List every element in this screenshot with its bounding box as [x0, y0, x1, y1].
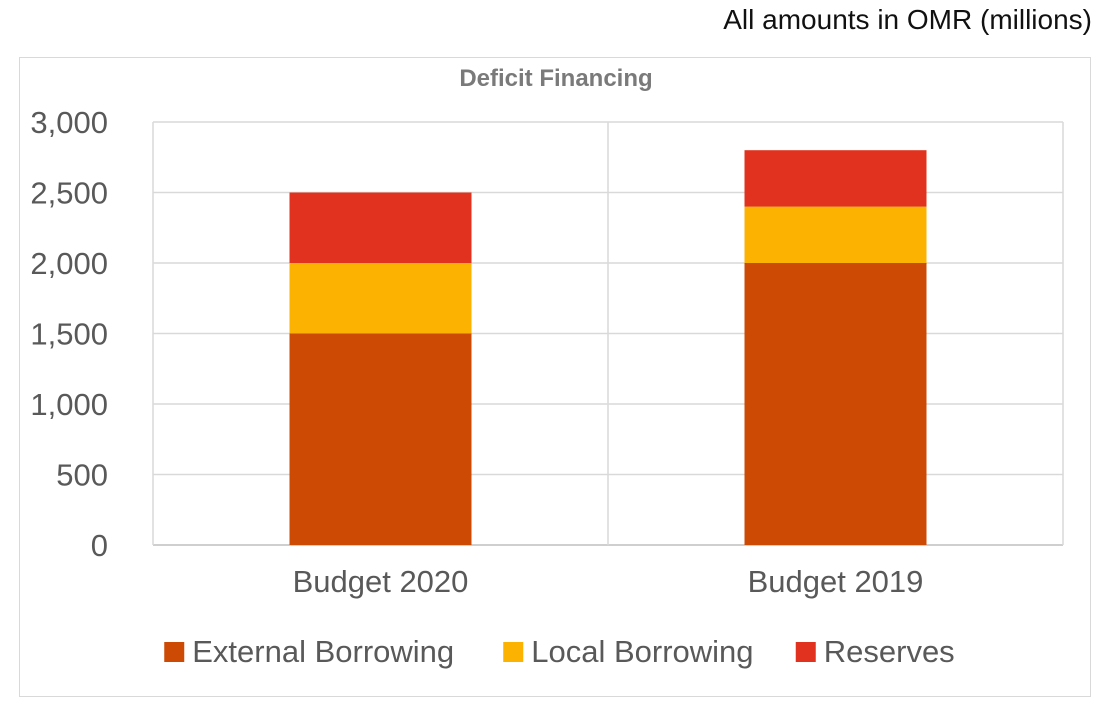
- bar-segment: [289, 192, 472, 263]
- bar-segment: [744, 150, 927, 207]
- legend: External Borrowing Local Borrowing Reserve…: [164, 634, 955, 669]
- x-tick-label: Budget 2019: [748, 564, 924, 599]
- y-tick-label: 2,000: [30, 246, 108, 281]
- y-tick-label: 0: [91, 528, 108, 563]
- bar-segment: [289, 263, 472, 334]
- y-tick-label: 1,000: [30, 387, 108, 422]
- units-note: All amounts in OMR (millions): [723, 4, 1092, 35]
- bar-segment: [289, 333, 472, 545]
- bar-segment: [744, 206, 927, 263]
- y-tick-label: 2,500: [30, 176, 108, 211]
- bars-layer: [289, 150, 927, 545]
- legend-label: Reserves: [824, 634, 955, 669]
- legend-swatch: [164, 642, 185, 662]
- chart-title: Deficit Financing: [459, 65, 652, 92]
- y-axis: 0 500 1,000 1,500 2,000 2,500 3,000: [30, 105, 108, 563]
- y-tick-label: 3,000: [30, 105, 108, 140]
- legend-label: Local Borrowing: [531, 634, 753, 669]
- y-tick-label: 1,500: [30, 317, 108, 352]
- x-tick-label: Budget 2020: [293, 564, 469, 599]
- bar-segment: [744, 263, 927, 545]
- x-axis: Budget 2020 Budget 2019: [293, 564, 924, 599]
- y-tick-label: 500: [56, 458, 108, 493]
- legend-swatch: [795, 642, 816, 662]
- legend-label: External Borrowing: [192, 634, 454, 669]
- legend-swatch: [503, 642, 524, 662]
